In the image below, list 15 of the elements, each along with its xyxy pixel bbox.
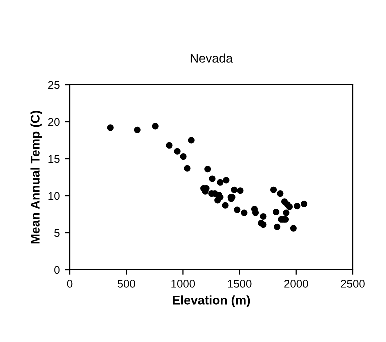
x-tick-label: 0 [67,280,73,288]
x-tick-label: 1000 [172,280,196,288]
y-axis-title: Mean Annual Temp (C) [30,111,42,244]
x-tick-label: 2000 [284,280,308,288]
y-tick-label: 20 [48,118,60,126]
x-axis-title: Elevation (m) [173,296,250,308]
y-tick-label: 0 [54,266,60,274]
y-tick-label: 10 [48,192,60,200]
x-tick-label: 1500 [228,280,252,288]
chart-title: Nevada [190,54,234,63]
y-tick-label: 15 [48,155,60,164]
y-tick-label: 25 [48,81,60,90]
x-tick-label: 2500 [341,280,365,288]
y-tick-label: 5 [54,229,60,238]
x-tick-label: 500 [118,280,136,288]
